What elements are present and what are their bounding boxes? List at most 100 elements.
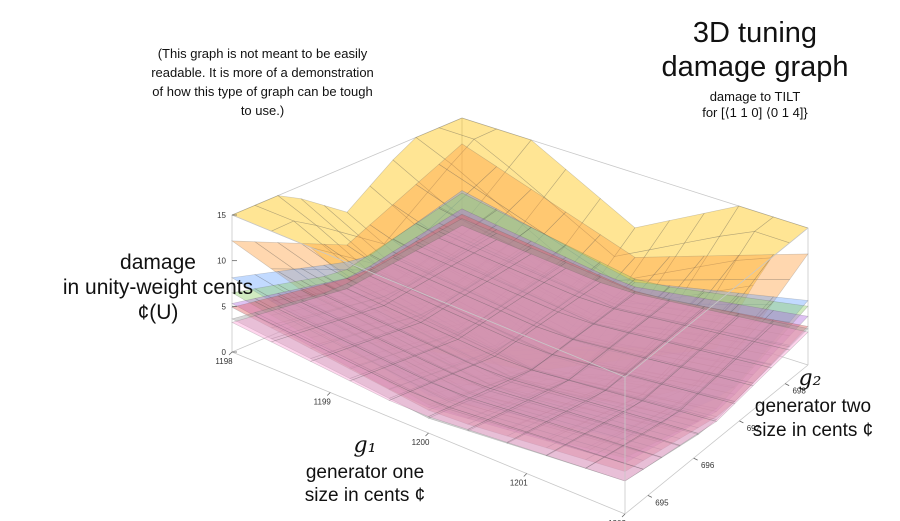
surface-patch [753, 310, 809, 337]
surface-patch [489, 377, 550, 397]
surface-patch [536, 278, 595, 327]
surface-patch [603, 413, 662, 436]
surface-patch [438, 208, 498, 241]
surface-patch [392, 223, 453, 259]
surface-patch [515, 301, 574, 350]
surface-patch [392, 333, 454, 362]
surface-patch [323, 277, 385, 303]
surface-patch [428, 348, 489, 356]
surface-patch [566, 377, 624, 385]
surface-patch [622, 399, 681, 425]
surface-patch [583, 412, 643, 431]
surface-patch [420, 274, 480, 322]
surface-patch [315, 269, 378, 297]
surface-patch [699, 313, 756, 340]
surface-patch [510, 368, 570, 390]
surface-patch [641, 412, 700, 433]
surface-patch [500, 290, 559, 324]
surface-patch [405, 258, 466, 297]
surface-patch [413, 321, 475, 350]
surface-patch [660, 409, 718, 435]
surface-patch [564, 421, 625, 440]
surface-patch [584, 412, 643, 433]
surface-patch [510, 369, 570, 393]
surface-patch [300, 276, 363, 302]
surface-patch [557, 289, 615, 322]
surface-patch [661, 354, 718, 381]
surface-patch [370, 353, 433, 382]
surface-patch [661, 365, 718, 393]
surface-patch [585, 389, 644, 414]
surface-patch [450, 252, 510, 282]
surface-patch [527, 392, 587, 414]
surface-patch [392, 354, 454, 382]
surface-patch [664, 323, 721, 350]
surface-patch [678, 392, 736, 418]
surface-patch [466, 420, 528, 444]
surface-patch [624, 348, 682, 375]
surface-patch [370, 363, 433, 392]
surface-patch [530, 357, 590, 374]
surface-patch [545, 392, 606, 408]
surface-patch [507, 399, 567, 422]
surface-patch [578, 261, 636, 298]
surface-patch [604, 367, 663, 395]
surface-patch [487, 409, 548, 433]
surface-patch [735, 337, 791, 365]
surface-patch [522, 233, 580, 280]
surface-patch [420, 302, 481, 335]
surface-patch [315, 319, 378, 347]
surface-patch [678, 393, 736, 422]
surface-patch [565, 394, 625, 414]
surface-patch [231, 288, 295, 316]
surface-patch [323, 288, 385, 314]
surface-patch [398, 322, 459, 349]
surface-patch [551, 325, 610, 351]
surface-patch [572, 278, 630, 315]
surface-patch [464, 274, 524, 307]
surface-patch [564, 406, 625, 424]
surface-patch [543, 260, 601, 292]
y-tick-label: 697 [747, 424, 761, 433]
surface-patch [494, 323, 553, 372]
surface-patch [697, 359, 754, 387]
surface-patch [564, 434, 624, 458]
surface-patch [309, 339, 373, 368]
surface-patch [430, 363, 492, 392]
surface-patch [527, 388, 587, 409]
surface-patch [473, 334, 533, 373]
surface-patch [500, 280, 559, 320]
surface-patch [315, 307, 378, 335]
surface-patch [292, 324, 356, 352]
surface-patch [536, 307, 595, 340]
surface-patch [604, 375, 663, 399]
x-axis-label-line1: generator one [305, 462, 425, 483]
surface-patch [409, 369, 471, 399]
surface-patch [622, 400, 681, 423]
surface-patch [678, 380, 736, 409]
surface-patch [438, 213, 498, 245]
surface-patch [683, 306, 740, 332]
surface-patch [680, 259, 737, 298]
surface-patch [415, 231, 475, 261]
surface-patch [593, 296, 651, 325]
surface-patch [369, 251, 430, 285]
surface-patch [450, 225, 510, 263]
surface-patch [641, 412, 700, 431]
surface-patch [478, 298, 538, 338]
surface-patch [683, 254, 740, 281]
surface-patch [392, 241, 453, 273]
surface-patch [578, 234, 636, 281]
surface-patch [531, 353, 590, 381]
surface-patch [388, 366, 450, 396]
surface-patch [567, 366, 627, 390]
surface-patch [506, 426, 567, 449]
surface-patch [486, 267, 545, 298]
surface-patch [622, 406, 681, 424]
surface-patch [392, 342, 454, 371]
surface-patch [659, 402, 718, 423]
surface-patch [585, 388, 644, 409]
surface-patch [405, 273, 466, 305]
surface-patch [543, 245, 601, 283]
surface-patch [531, 350, 590, 380]
